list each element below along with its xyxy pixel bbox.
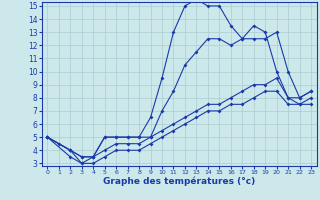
X-axis label: Graphe des températures (°c): Graphe des températures (°c) xyxy=(103,177,255,186)
